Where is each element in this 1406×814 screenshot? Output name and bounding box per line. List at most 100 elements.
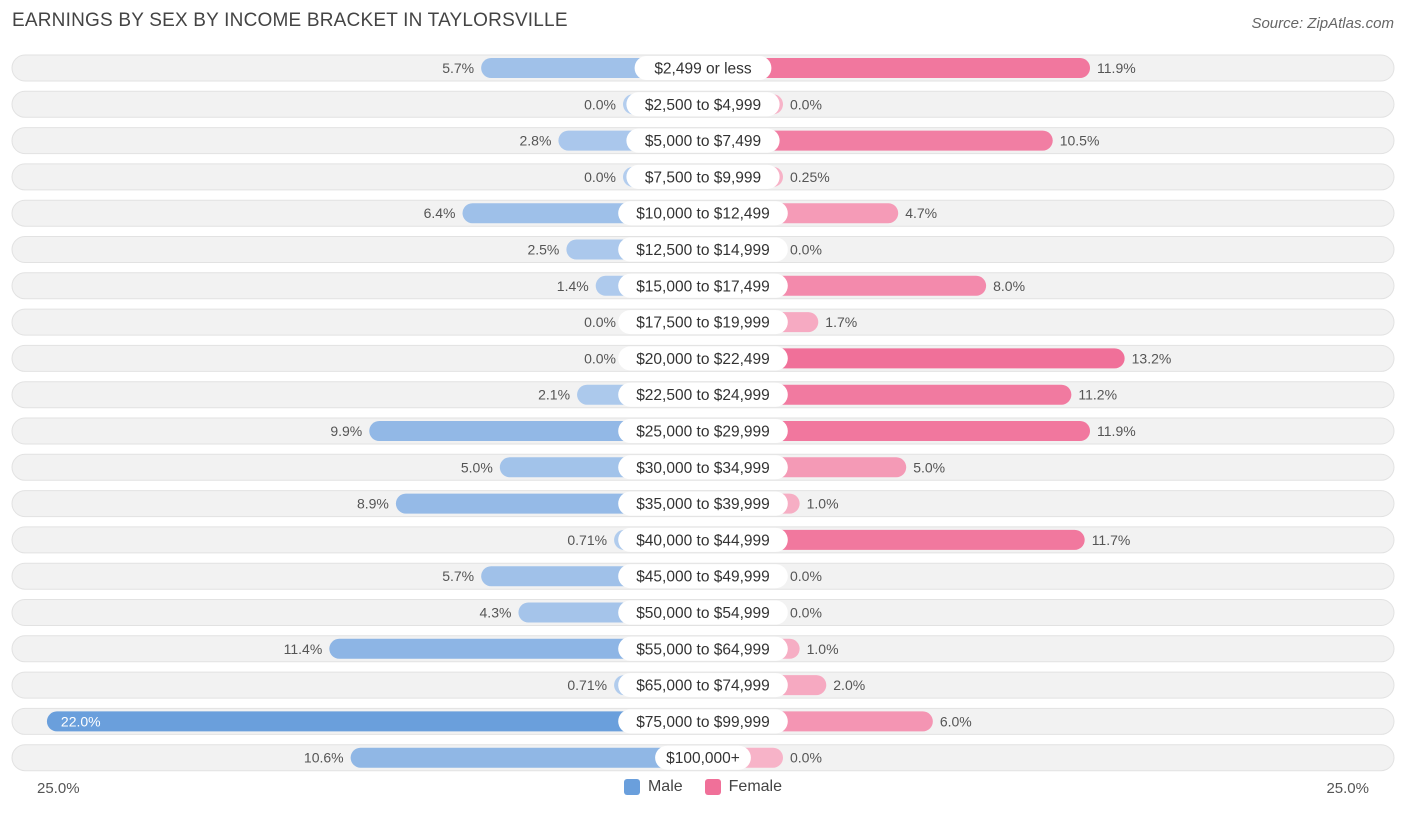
category-label-pill bbox=[618, 419, 788, 443]
category-label: $30,000 to $34,999 bbox=[636, 460, 770, 477]
category-label: $22,500 to $24,999 bbox=[636, 387, 770, 404]
source-label: Source: ZipAtlas.com bbox=[1251, 15, 1394, 32]
female-bar bbox=[703, 384, 1072, 405]
female-bar bbox=[703, 130, 1053, 151]
female-bar bbox=[703, 421, 1091, 441]
female-value-label: 0.0% bbox=[790, 605, 822, 621]
category-label: $12,500 to $14,999 bbox=[636, 242, 770, 259]
female-value-label: 5.0% bbox=[913, 459, 945, 475]
female-value-label: 11.9% bbox=[1097, 60, 1136, 76]
category-label-pill bbox=[618, 273, 788, 298]
category-label: $45,000 to $49,999 bbox=[636, 569, 770, 586]
female-value-label: 0.0% bbox=[790, 242, 822, 258]
category-label: $25,000 to $29,999 bbox=[636, 424, 770, 441]
male-value-label: 5.7% bbox=[442, 60, 474, 76]
category-label-pill bbox=[655, 745, 751, 770]
legend-label-male: Male bbox=[647, 778, 683, 795]
female-value-label: 0.0% bbox=[790, 568, 822, 584]
female-value-label: 6.0% bbox=[940, 713, 972, 729]
category-label-pill bbox=[618, 310, 788, 335]
male-value-label: 8.9% bbox=[357, 496, 389, 512]
category-label-pill bbox=[618, 201, 788, 226]
category-label-pill bbox=[618, 346, 788, 371]
female-value-label: 1.7% bbox=[825, 314, 857, 330]
chart-title: EARNINGS BY SEX BY INCOME BRACKET IN TAY… bbox=[12, 10, 568, 31]
category-label-pill bbox=[618, 673, 788, 698]
female-value-label: 8.0% bbox=[993, 278, 1025, 294]
axis-right-label: 25.0% bbox=[1326, 780, 1369, 797]
category-label: $65,000 to $74,999 bbox=[636, 678, 770, 695]
category-label: $10,000 to $12,499 bbox=[636, 206, 770, 223]
category-label: $17,500 to $19,999 bbox=[636, 315, 770, 332]
male-value-label: 1.4% bbox=[557, 278, 589, 294]
legend-label-female: Female bbox=[728, 778, 783, 795]
male-bar bbox=[350, 747, 703, 768]
female-value-label: 0.25% bbox=[790, 169, 830, 185]
category-label: $2,499 or less bbox=[654, 61, 752, 78]
female-bar bbox=[703, 58, 1091, 78]
legend-swatch-female bbox=[704, 779, 721, 795]
category-label-pill bbox=[626, 164, 780, 189]
male-value-label: 0.0% bbox=[584, 96, 616, 112]
legend: Male Female bbox=[0, 778, 1406, 796]
category-label-pill bbox=[618, 455, 788, 480]
male-value-label: 22.0% bbox=[61, 713, 101, 729]
female-bar bbox=[703, 529, 1085, 550]
female-value-label: 1.0% bbox=[807, 641, 839, 657]
male-value-label: 10.6% bbox=[304, 750, 344, 766]
male-value-label: 0.71% bbox=[567, 677, 607, 693]
category-label: $5,000 to $7,499 bbox=[645, 133, 761, 150]
category-label: $55,000 to $64,999 bbox=[636, 641, 770, 658]
category-label: $15,000 to $17,499 bbox=[636, 278, 770, 295]
axis-left-label: 25.0% bbox=[37, 780, 80, 797]
male-value-label: 6.4% bbox=[424, 205, 456, 221]
category-label: $100,000+ bbox=[666, 750, 740, 767]
category-label-pill bbox=[618, 636, 788, 661]
female-value-label: 0.0% bbox=[790, 96, 822, 112]
category-label-pill bbox=[618, 382, 788, 407]
category-label: $40,000 to $44,999 bbox=[636, 532, 770, 549]
female-value-label: 1.0% bbox=[807, 496, 839, 512]
legend-item-female[interactable]: Female bbox=[704, 778, 783, 796]
category-label-pill bbox=[618, 237, 788, 262]
category-label: $50,000 to $54,999 bbox=[636, 605, 770, 622]
male-value-label: 5.7% bbox=[442, 568, 474, 584]
category-label-pill bbox=[618, 600, 788, 625]
male-value-label: 0.0% bbox=[584, 314, 616, 330]
female-value-label: 13.2% bbox=[1132, 350, 1172, 366]
female-value-label: 2.0% bbox=[833, 677, 865, 693]
male-value-label: 9.9% bbox=[330, 423, 362, 439]
female-value-label: 11.2% bbox=[1078, 387, 1117, 403]
male-value-label: 4.3% bbox=[480, 605, 512, 621]
category-label: $20,000 to $22,499 bbox=[636, 351, 770, 368]
male-value-label: 2.5% bbox=[527, 242, 559, 258]
male-value-label: 0.0% bbox=[584, 169, 616, 185]
male-value-label: 0.0% bbox=[584, 350, 616, 366]
female-value-label: 11.9% bbox=[1097, 423, 1136, 439]
male-value-label: 0.71% bbox=[567, 532, 607, 548]
male-bar bbox=[46, 711, 704, 732]
category-label-pill bbox=[618, 491, 788, 516]
female-value-label: 4.7% bbox=[905, 205, 937, 221]
chart-area: $2,499 or less 5.7% 11.9% $2,500 to $4,999 0… bbox=[11, 54, 1395, 772]
male-value-label: 11.4% bbox=[284, 641, 323, 657]
category-label-pill bbox=[618, 527, 788, 552]
category-label-pill bbox=[626, 92, 780, 117]
female-value-label: 10.5% bbox=[1060, 133, 1100, 149]
category-label-pill bbox=[634, 56, 772, 80]
legend-swatch-male bbox=[623, 779, 640, 795]
male-value-label: 2.1% bbox=[538, 387, 570, 403]
male-value-label: 5.0% bbox=[461, 459, 493, 475]
category-label: $7,500 to $9,999 bbox=[645, 169, 761, 186]
category-label: $75,000 to $99,999 bbox=[636, 714, 770, 731]
female-value-label: 0.0% bbox=[790, 750, 822, 766]
category-label-pill bbox=[626, 128, 780, 153]
female-bar bbox=[703, 348, 1125, 369]
category-label-pill bbox=[618, 709, 788, 734]
category-label-pill bbox=[618, 564, 788, 589]
legend-item-male[interactable]: Male bbox=[623, 778, 683, 796]
category-label: $35,000 to $39,999 bbox=[636, 496, 770, 513]
category-label: $2,500 to $4,999 bbox=[645, 97, 761, 114]
male-value-label: 2.8% bbox=[519, 133, 551, 149]
male-bar bbox=[329, 638, 703, 659]
